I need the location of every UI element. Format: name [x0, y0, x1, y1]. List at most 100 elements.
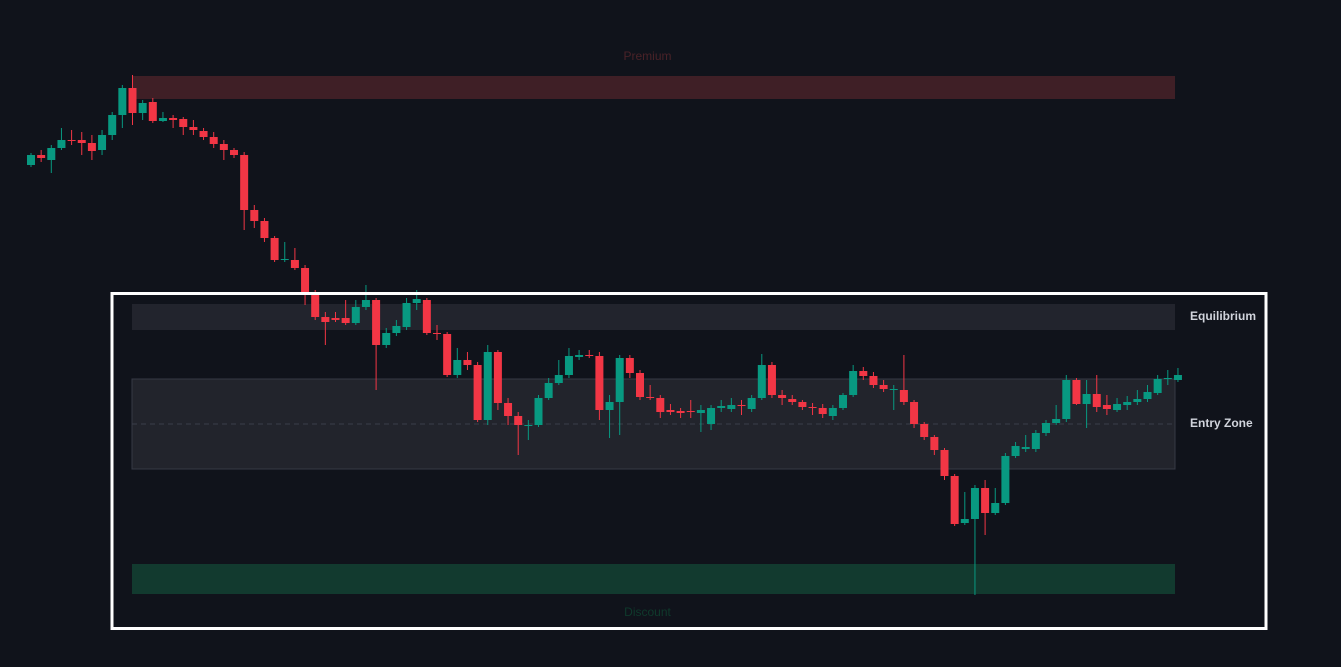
candle-body: [970, 488, 979, 519]
candle-body: [372, 300, 381, 345]
candle-body: [473, 365, 482, 420]
zone-label: Equilibrium: [1190, 309, 1256, 323]
candle-body: [1001, 456, 1010, 503]
candle-body: [138, 103, 147, 113]
candle-body: [47, 148, 56, 160]
candle-body: [433, 333, 441, 334]
candle-body: [686, 411, 695, 412]
candle-body: [504, 403, 513, 416]
candle-body: [311, 292, 320, 317]
candle-body: [656, 398, 665, 412]
candle-body: [443, 334, 452, 375]
candle-body: [595, 356, 604, 410]
candle-body: [280, 259, 289, 260]
candle-body: [270, 238, 279, 260]
candle-body: [128, 88, 137, 113]
candle-body: [260, 221, 269, 238]
candle-body: [108, 115, 117, 135]
candle-body: [1072, 380, 1081, 404]
candle-body: [463, 360, 472, 365]
candle-body: [219, 144, 228, 150]
candle-body: [666, 410, 675, 412]
candle-body: [869, 376, 878, 385]
candle-body: [636, 373, 644, 397]
candle-body: [514, 416, 523, 425]
candle-body: [615, 358, 624, 402]
candle-body: [290, 260, 299, 268]
candle-body: [1143, 392, 1152, 399]
candle-body: [879, 385, 888, 389]
candle-body: [818, 408, 827, 414]
zone-label: Discount: [624, 605, 671, 619]
candle-body: [737, 405, 746, 406]
candle-body: [605, 402, 614, 410]
candle-body: [707, 408, 716, 424]
candle-body: [77, 140, 86, 143]
candle-body: [402, 303, 411, 327]
candle-body: [727, 405, 736, 409]
candle-body: [828, 408, 837, 416]
candle-body: [524, 425, 533, 426]
candle-body: [1052, 419, 1061, 423]
candle-body: [483, 352, 492, 420]
candle-body: [930, 437, 939, 450]
candle-body: [158, 118, 167, 121]
candle-body: [859, 371, 868, 376]
candle-body: [778, 395, 787, 398]
candle-body: [717, 406, 726, 408]
candle-body: [392, 326, 401, 333]
candle-body: [382, 333, 391, 345]
candle-body: [422, 300, 431, 333]
candle-body: [169, 118, 178, 120]
candle-body: [889, 389, 898, 390]
candle-body: [1011, 446, 1020, 456]
candle-body: [910, 402, 919, 424]
highlight-box: [110, 292, 1268, 630]
candle-body: [767, 365, 776, 395]
candle-body: [554, 375, 563, 383]
candle-body: [625, 358, 634, 373]
candle-body: [1042, 423, 1050, 433]
candle-body: [57, 140, 66, 148]
candle-body: [1062, 380, 1071, 419]
candle-body: [981, 488, 990, 513]
candle-body: [757, 365, 766, 398]
candle-body: [839, 395, 847, 408]
candle-body: [1092, 394, 1101, 407]
candle-body: [250, 210, 259, 221]
candle-body: [1173, 375, 1182, 380]
candle-body: [1082, 394, 1091, 404]
candle-body: [899, 390, 908, 402]
candle-body: [585, 355, 594, 356]
candle-body: [493, 352, 502, 403]
candle-body: [1113, 404, 1122, 410]
zone: [132, 564, 1175, 594]
candle-body: [798, 402, 807, 407]
candle-body: [67, 140, 76, 141]
zone: [132, 76, 1175, 99]
candle-body: [87, 143, 96, 151]
candle-body: [189, 127, 198, 130]
candle-body: [412, 299, 421, 303]
candle-body: [747, 398, 756, 409]
candle-body: [98, 135, 107, 150]
candle-body: [351, 307, 360, 323]
candles: [27, 75, 1182, 595]
candle-body: [808, 407, 817, 408]
candle-body: [118, 88, 127, 115]
candle-body: [230, 150, 238, 155]
candle-body: [341, 318, 350, 323]
candle-body: [1102, 405, 1111, 409]
candle-body: [534, 398, 543, 425]
zones: Premium Equilibrium Entry Zone Discount: [131, 49, 1256, 619]
candle-body: [646, 397, 655, 398]
candle-body: [1153, 379, 1162, 393]
candle-body: [991, 503, 1000, 513]
candle-body: [950, 476, 959, 524]
zone-label: Premium: [623, 49, 671, 63]
candle-body: [575, 355, 584, 357]
candle-body: [27, 155, 35, 165]
candle-body: [676, 411, 685, 413]
candle-body: [564, 356, 573, 375]
